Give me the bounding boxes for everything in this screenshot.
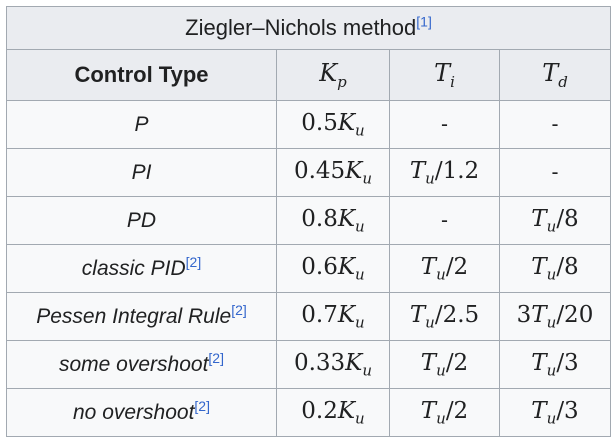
- ti-cell: -: [389, 100, 500, 149]
- td-cell: 3Tu/20: [499, 292, 611, 341]
- control-type-name: no overshoot: [73, 400, 195, 424]
- td-formula: 3Tu/20: [516, 301, 594, 332]
- control-type-cell: some overshoot[2]: [6, 340, 277, 389]
- control-type-name: Pessen Integral Rule: [36, 304, 232, 328]
- control-type-cell: classic PID[2]: [6, 244, 277, 293]
- table-wrapper: Ziegler–Nichols method[1] Control Type K…: [6, 6, 611, 438]
- header-ti: Ti: [389, 49, 500, 101]
- kp-cell: 0.45Ku: [276, 148, 390, 197]
- kp-cell: 0.7Ku: [276, 292, 390, 341]
- control-type-name: PD: [126, 208, 157, 232]
- control-type-cell: Pessen Integral Rule[2]: [6, 292, 277, 341]
- ti-cell: Tu/2: [389, 388, 500, 437]
- kp-formula: 0.5Ku: [301, 109, 365, 140]
- table-row: P 0.5Ku - -: [6, 100, 611, 149]
- table-row: classic PID[2] 0.6Ku Tu/2 Tu/8: [6, 244, 611, 293]
- ti-not-applicable: -: [441, 208, 448, 232]
- td-formula: Tu/8: [531, 205, 579, 236]
- td-cell: -: [499, 148, 611, 197]
- header-control-type: Control Type: [6, 49, 277, 101]
- td-cell: Tu/3: [499, 388, 611, 437]
- table-body: P 0.5Ku - - PI 0.45Ku Tu/1.2- PD 0.8Ku - Tu/8 class…: [6, 100, 611, 437]
- kp-cell: 0.5Ku: [276, 100, 390, 149]
- header-kp: Kp: [276, 49, 390, 101]
- control-type-name: some overshoot: [59, 352, 209, 376]
- table-row: Pessen Integral Rule[2] 0.7Ku Tu/2.5 3Tu/20: [6, 292, 611, 341]
- td-cell: Tu/8: [499, 244, 611, 293]
- control-type-cell: P: [6, 100, 277, 149]
- kp-formula: 0.2Ku: [301, 397, 365, 428]
- reference-link[interactable]: [2]: [194, 397, 210, 414]
- ti-formula: Tu/2.5: [409, 301, 480, 332]
- ti-cell: Tu/2: [389, 340, 500, 389]
- control-type-cell: PD: [6, 196, 277, 245]
- control-type-cell: no overshoot[2]: [6, 388, 277, 437]
- td-cell: -: [499, 100, 611, 149]
- td-formula: Tu/8: [531, 253, 579, 284]
- ti-cell: Tu/2: [389, 244, 500, 293]
- reference-link[interactable]: [2]: [231, 301, 247, 318]
- ti-cell: Tu/2.5: [389, 292, 500, 341]
- header-control-type-label: Control Type: [74, 62, 209, 87]
- ziegler-nichols-table: Ziegler–Nichols method[1] Control Type K…: [6, 6, 611, 437]
- ti-formula: Tu/2: [420, 253, 469, 284]
- kp-cell: 0.6Ku: [276, 244, 390, 293]
- ti-formula: Tu/2: [420, 397, 469, 428]
- caption-reference-link[interactable]: [1]: [416, 13, 432, 30]
- td-formula: Tu/3: [531, 397, 579, 428]
- control-type-name: classic PID: [81, 256, 186, 280]
- td-formula: Tu/3: [531, 349, 579, 380]
- ti-formula: Tu/2: [420, 349, 469, 380]
- ti-cell: Tu/1.2: [389, 148, 500, 197]
- header-td-symbol: Td: [542, 59, 568, 91]
- header-kp-symbol: Kp: [319, 59, 347, 91]
- kp-cell: 0.2Ku: [276, 388, 390, 437]
- table-row: PD 0.8Ku - Tu/8: [6, 196, 611, 245]
- reference-link[interactable]: [2]: [185, 253, 202, 270]
- kp-formula: 0.7Ku: [301, 301, 365, 332]
- table-caption: Ziegler–Nichols method[1]: [6, 6, 611, 50]
- control-type-cell: PI: [6, 148, 277, 197]
- kp-cell: 0.8Ku: [276, 196, 390, 245]
- caption-text: Ziegler–Nichols method: [185, 15, 417, 40]
- header-ti-symbol: Ti: [434, 59, 455, 91]
- td-cell: Tu/8: [499, 196, 611, 245]
- kp-formula: 0.45Ku: [293, 157, 373, 188]
- control-type-name: PI: [131, 160, 152, 184]
- td-cell: Tu/3: [499, 340, 611, 389]
- reference-link[interactable]: [2]: [208, 349, 224, 366]
- table-row: PI 0.45Ku Tu/1.2 -: [6, 148, 611, 197]
- ti-cell: -: [389, 196, 500, 245]
- header-td: Td: [499, 49, 611, 101]
- kp-cell: 0.33Ku: [276, 340, 390, 389]
- kp-formula: 0.8Ku: [301, 205, 365, 236]
- td-not-applicable: -: [551, 160, 559, 184]
- kp-formula: 0.6Ku: [301, 253, 365, 284]
- control-type-name: P: [134, 112, 149, 136]
- td-not-applicable: -: [551, 112, 559, 136]
- ti-formula: Tu/1.2: [409, 157, 480, 188]
- ti-not-applicable: -: [441, 112, 448, 136]
- table-row: some overshoot[2] 0.33Ku Tu/2 Tu/3: [6, 340, 611, 389]
- kp-formula: 0.33Ku: [293, 349, 373, 380]
- table-row: no overshoot[2] 0.2Ku Tu/2 Tu/3: [6, 388, 611, 437]
